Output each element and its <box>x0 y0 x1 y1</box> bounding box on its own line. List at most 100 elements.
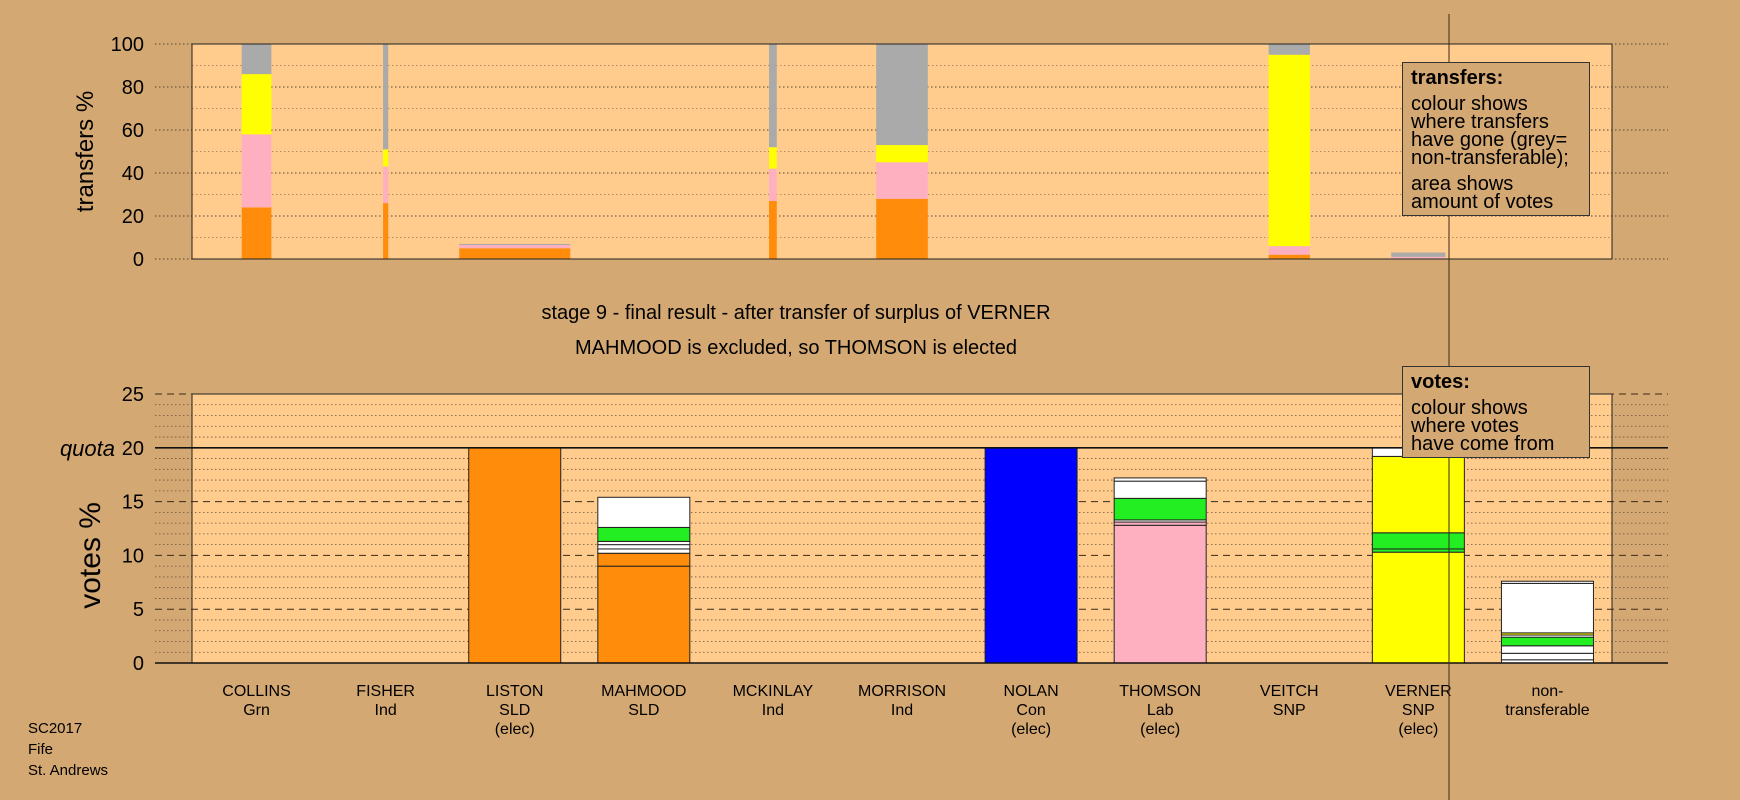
subtitle-line-1: stage 9 - final result - after transfer … <box>541 302 1050 324</box>
transfer-segment <box>241 44 272 75</box>
candidate-status: (elec) <box>495 721 535 738</box>
vote-segment <box>1113 524 1207 664</box>
footer-info: SC2017 Fife St. Andrews <box>28 720 108 779</box>
y-tick-label: 0 <box>133 653 144 675</box>
vote-segment <box>1500 580 1594 584</box>
y-tick-label: 60 <box>122 120 144 142</box>
legend-votes-title: votes: <box>1411 371 1470 393</box>
candidate-party: Grn <box>243 702 270 719</box>
transfer-segment <box>241 207 272 259</box>
candidate-name: non- <box>1531 683 1563 700</box>
candidate-name: MCKINLAY <box>733 683 814 700</box>
transfer-segment <box>876 162 928 199</box>
transfer-segment <box>241 134 272 208</box>
votes-plot: 0 5 10 15 20 25 votes % COLLINS Grn FISHER Ind LIST… <box>60 384 1668 738</box>
subtitle-line-2: MAHMOOD is excluded, so THOMSON is elect… <box>575 337 1017 359</box>
candidate-party: Ind <box>762 702 784 719</box>
y-axis-label: votes % <box>74 502 107 609</box>
candidate-status: (elec) <box>1140 721 1180 738</box>
y-tick-label: 0 <box>133 249 144 271</box>
vote-segment <box>468 447 562 664</box>
candidate-status: (elec) <box>1398 721 1438 738</box>
vote-segment <box>1113 477 1207 482</box>
vote-segment <box>597 544 691 550</box>
legend-votes-line: have come from <box>1411 433 1555 455</box>
transfer-segment <box>459 248 571 259</box>
candidate-name: THOMSON <box>1119 683 1201 700</box>
vote-segment <box>597 552 691 567</box>
transfer-segment <box>459 243 571 246</box>
candidate-party: Ind <box>891 702 913 719</box>
legend-transfers-line: amount of votes <box>1411 191 1554 213</box>
legend-transfers-line: have gone (grey= <box>1411 129 1568 151</box>
vote-segment <box>597 548 691 554</box>
candidate-name: MORRISON <box>858 683 946 700</box>
legend-votes-line: colour shows <box>1411 397 1528 419</box>
transfer-segment <box>241 74 272 135</box>
footer-election: SC2017 <box>28 720 83 737</box>
candidate-name: FISHER <box>356 683 415 700</box>
candidate-party: SLD <box>628 702 659 719</box>
transfer-segment <box>1391 252 1446 257</box>
vote-segment <box>597 526 691 542</box>
y-tick-label: 10 <box>122 545 144 567</box>
y-tick-label: 20 <box>122 438 144 460</box>
transfer-segment <box>383 149 389 167</box>
legend-transfers-line: colour shows <box>1411 93 1528 115</box>
vote-segment <box>1371 532 1465 550</box>
transfer-segment <box>876 145 928 163</box>
candidate-party: SLD <box>499 702 530 719</box>
transfer-segment <box>1268 54 1310 247</box>
transfer-segment <box>383 166 389 204</box>
vote-segment <box>1500 652 1594 661</box>
footer-ward: St. Andrews <box>28 762 109 779</box>
legend-transfers-line: non-transferable); <box>1411 147 1569 169</box>
y-tick-label: 20 <box>122 206 144 228</box>
candidate-status: (elec) <box>1011 721 1051 738</box>
vote-segment <box>984 447 1078 664</box>
transfer-segment <box>1268 246 1310 255</box>
candidate-party: Lab <box>1147 702 1174 719</box>
y-tick-label: 100 <box>111 34 144 56</box>
transfer-segment <box>383 44 389 150</box>
vote-segment <box>597 565 691 664</box>
vote-segment <box>1371 455 1465 534</box>
y-tick-label: 80 <box>122 77 144 99</box>
quota-label: quota <box>60 436 115 461</box>
y-tick-label: 40 <box>122 163 144 185</box>
candidate-name: COLLINS <box>222 683 290 700</box>
y-tick-label: 15 <box>122 492 144 514</box>
legend-transfers-line: area shows <box>1411 173 1514 195</box>
vote-segment <box>1113 497 1207 521</box>
legend-transfers: transfers: colour shows where transfers … <box>1402 62 1590 216</box>
footer-council: Fife <box>28 741 54 758</box>
legend-votes: votes: colour shows where votes have com… <box>1402 366 1590 458</box>
legend-votes-line: where votes <box>1411 415 1519 437</box>
candidate-party: Ind <box>375 702 397 719</box>
transfer-segment <box>383 203 389 259</box>
candidate-name: VEITCH <box>1260 683 1319 700</box>
candidate-name: NOLAN <box>1004 683 1059 700</box>
transfer-segment <box>876 44 928 146</box>
candidate-name: LISTON <box>486 683 544 700</box>
transfer-segment <box>769 168 777 201</box>
vote-segment <box>1500 645 1594 654</box>
transfer-segment <box>769 147 777 169</box>
candidate-party: SNP <box>1402 702 1435 719</box>
vote-segment <box>1500 636 1594 647</box>
transfer-segment <box>1391 256 1446 259</box>
candidate-party: SNP <box>1273 702 1306 719</box>
vote-segment <box>1113 480 1207 499</box>
transfer-segment <box>769 44 777 148</box>
y-tick-label: 25 <box>122 384 144 406</box>
transfers-plot-frame <box>191 43 1613 260</box>
transfer-segment <box>876 198 928 259</box>
vote-segment <box>1371 551 1465 664</box>
candidate-name: VERNER <box>1385 683 1452 700</box>
candidate-name: MAHMOOD <box>601 683 686 700</box>
transfer-segment <box>1268 254 1310 259</box>
transfers-plot: 0 20 40 60 80 100 transfers % <box>72 34 1668 271</box>
candidate-party: Con <box>1016 702 1045 719</box>
legend-transfers-title: transfers: <box>1411 67 1504 89</box>
